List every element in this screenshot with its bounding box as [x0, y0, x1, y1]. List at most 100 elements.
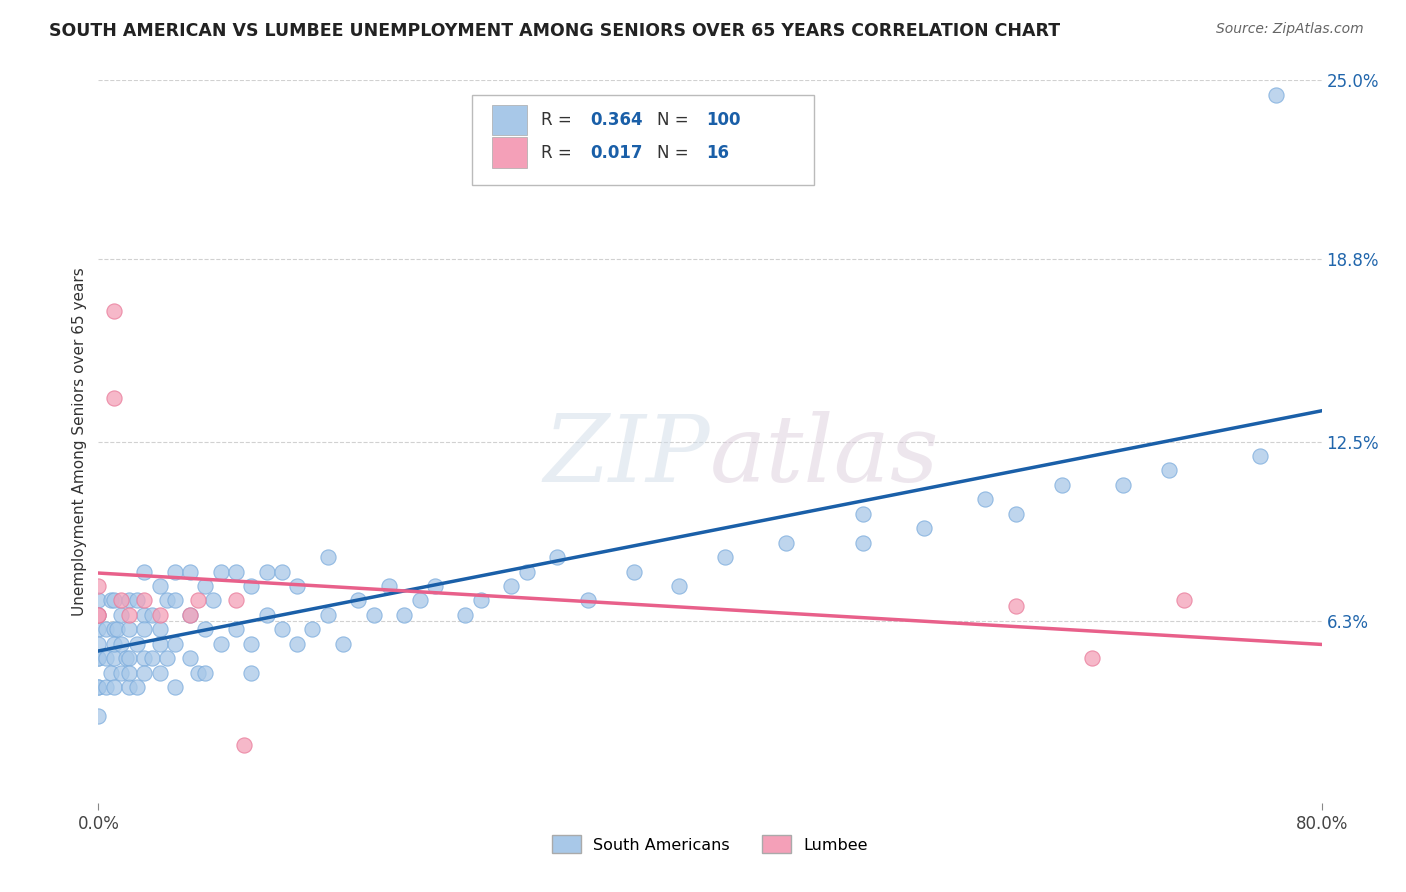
- Point: [94, 623, 117, 637]
- Text: ZIP: ZIP: [543, 411, 710, 501]
- Point: [256, 565, 278, 579]
- Point: [87, 709, 110, 723]
- Bar: [492, 105, 527, 136]
- Point: [156, 593, 179, 607]
- Point: [100, 665, 122, 680]
- Point: [1173, 593, 1195, 607]
- Point: [256, 607, 278, 622]
- Point: [668, 579, 690, 593]
- Point: [623, 565, 645, 579]
- Point: [87, 651, 110, 665]
- Point: [194, 623, 217, 637]
- Point: [240, 665, 263, 680]
- Point: [94, 680, 117, 694]
- Point: [103, 391, 125, 405]
- Point: [1264, 87, 1286, 102]
- Point: [301, 623, 323, 637]
- Point: [270, 623, 292, 637]
- Point: [134, 593, 156, 607]
- Bar: [492, 137, 527, 168]
- Text: 16: 16: [706, 144, 730, 161]
- Point: [163, 565, 186, 579]
- Point: [87, 651, 110, 665]
- Point: [225, 623, 247, 637]
- Point: [240, 637, 263, 651]
- Text: N =: N =: [658, 111, 695, 129]
- Point: [87, 680, 110, 694]
- Point: [134, 665, 156, 680]
- Point: [1050, 478, 1073, 492]
- Point: [1081, 651, 1104, 665]
- Point: [209, 565, 232, 579]
- Point: [974, 492, 997, 507]
- Point: [149, 579, 172, 593]
- Point: [1249, 449, 1271, 463]
- Point: [179, 651, 201, 665]
- Text: R =: R =: [541, 111, 578, 129]
- Point: [408, 593, 430, 607]
- Point: [103, 593, 125, 607]
- Point: [87, 607, 110, 622]
- Point: [332, 637, 354, 651]
- Point: [852, 507, 875, 521]
- Text: 0.017: 0.017: [591, 144, 643, 161]
- Point: [149, 607, 172, 622]
- Point: [454, 607, 477, 622]
- Point: [125, 593, 148, 607]
- Point: [149, 623, 172, 637]
- Point: [87, 637, 110, 651]
- Point: [103, 651, 125, 665]
- Point: [87, 623, 110, 637]
- Point: [118, 623, 141, 637]
- Point: [202, 593, 225, 607]
- Point: [103, 623, 125, 637]
- Point: [363, 607, 385, 622]
- Point: [194, 665, 217, 680]
- Point: [285, 637, 308, 651]
- Point: [115, 651, 138, 665]
- Point: [714, 550, 737, 565]
- Point: [110, 607, 132, 622]
- Point: [347, 593, 370, 607]
- Point: [179, 607, 201, 622]
- Point: [134, 607, 156, 622]
- Point: [1157, 463, 1180, 477]
- Point: [225, 593, 247, 607]
- FancyBboxPatch shape: [471, 95, 814, 185]
- Point: [912, 521, 935, 535]
- Point: [103, 304, 125, 318]
- Point: [392, 607, 416, 622]
- Point: [118, 651, 141, 665]
- Point: [94, 651, 117, 665]
- Point: [179, 607, 201, 622]
- Point: [134, 651, 156, 665]
- Point: [110, 637, 132, 651]
- Point: [110, 593, 132, 607]
- Point: [378, 579, 401, 593]
- Text: 100: 100: [706, 111, 741, 129]
- Point: [163, 593, 186, 607]
- Point: [103, 680, 125, 694]
- Point: [852, 535, 875, 549]
- Text: R =: R =: [541, 144, 578, 161]
- Point: [163, 637, 186, 651]
- Point: [141, 607, 163, 622]
- Point: [232, 738, 254, 752]
- Point: [103, 637, 125, 651]
- Text: 0.364: 0.364: [591, 111, 643, 129]
- Point: [87, 680, 110, 694]
- Point: [1004, 599, 1026, 614]
- Point: [125, 680, 148, 694]
- Point: [270, 565, 292, 579]
- Point: [516, 565, 538, 579]
- Point: [118, 680, 141, 694]
- Point: [240, 579, 263, 593]
- Point: [163, 680, 186, 694]
- Text: atlas: atlas: [710, 411, 939, 501]
- Text: Source: ZipAtlas.com: Source: ZipAtlas.com: [1216, 22, 1364, 37]
- Point: [156, 651, 179, 665]
- Point: [316, 607, 339, 622]
- Y-axis label: Unemployment Among Seniors over 65 years: Unemployment Among Seniors over 65 years: [72, 268, 87, 615]
- Point: [149, 637, 172, 651]
- Point: [87, 607, 110, 622]
